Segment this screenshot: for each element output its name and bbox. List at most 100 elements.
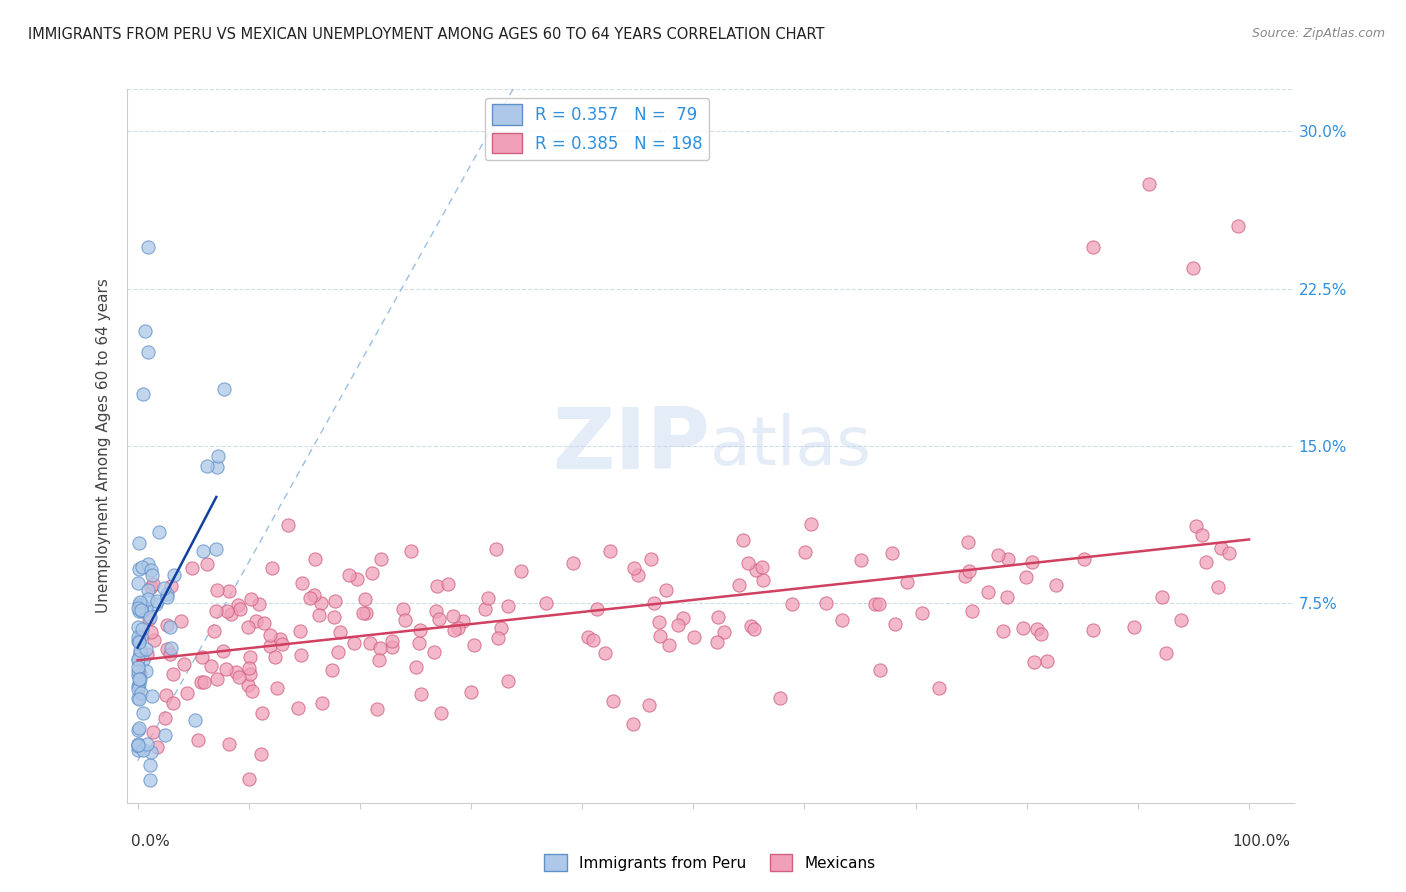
Point bbox=[270, 637, 292, 651]
Point bbox=[425, 579, 447, 593]
Point bbox=[128, 667, 150, 681]
Point bbox=[136, 582, 159, 597]
Point bbox=[800, 516, 823, 531]
Point bbox=[997, 552, 1019, 566]
Point bbox=[995, 591, 1018, 605]
Point bbox=[287, 700, 309, 714]
Point bbox=[1182, 260, 1205, 275]
Point bbox=[142, 724, 165, 739]
Point bbox=[129, 672, 152, 686]
Point bbox=[658, 639, 681, 653]
Point bbox=[430, 706, 453, 720]
Point bbox=[321, 664, 343, 678]
Point bbox=[602, 694, 624, 708]
Point bbox=[169, 614, 191, 628]
Point bbox=[441, 609, 464, 624]
Point bbox=[576, 630, 599, 644]
Point bbox=[128, 647, 150, 661]
Point bbox=[896, 575, 918, 590]
Point bbox=[423, 644, 446, 658]
Point bbox=[238, 677, 260, 691]
Point bbox=[128, 561, 150, 575]
Point bbox=[128, 642, 150, 657]
Point bbox=[882, 546, 904, 560]
Text: ZIP: ZIP bbox=[553, 404, 710, 488]
Point bbox=[127, 723, 149, 738]
Point bbox=[156, 586, 179, 600]
Point bbox=[127, 739, 149, 753]
Point bbox=[928, 681, 950, 695]
Point bbox=[498, 599, 520, 613]
Point bbox=[648, 629, 671, 643]
Point bbox=[991, 624, 1014, 638]
Text: 100.0%: 100.0% bbox=[1233, 834, 1291, 849]
Point bbox=[1083, 239, 1105, 253]
Point bbox=[162, 696, 184, 710]
Point bbox=[655, 582, 678, 597]
Point bbox=[135, 664, 157, 678]
Point bbox=[195, 558, 218, 572]
Point bbox=[212, 382, 235, 396]
Point bbox=[593, 646, 616, 660]
Point bbox=[291, 575, 314, 590]
Point bbox=[156, 642, 179, 657]
Point bbox=[304, 552, 326, 566]
Point bbox=[129, 595, 152, 609]
Point bbox=[153, 581, 176, 595]
Point bbox=[682, 630, 704, 644]
Point bbox=[1031, 627, 1053, 641]
Point bbox=[226, 598, 249, 612]
Point bbox=[751, 573, 773, 587]
Point bbox=[219, 607, 242, 622]
Point bbox=[621, 717, 644, 731]
Point bbox=[159, 620, 181, 634]
Point bbox=[142, 576, 165, 591]
Point bbox=[153, 711, 176, 725]
Point bbox=[399, 543, 422, 558]
Point bbox=[139, 580, 162, 594]
Point bbox=[134, 324, 156, 338]
Point bbox=[128, 672, 150, 686]
Point bbox=[411, 687, 433, 701]
Point bbox=[129, 603, 152, 617]
Point bbox=[132, 386, 155, 401]
Point bbox=[238, 620, 260, 634]
Point bbox=[269, 632, 291, 646]
Point bbox=[205, 459, 228, 474]
Point bbox=[356, 606, 378, 620]
Point bbox=[408, 636, 430, 650]
Y-axis label: Unemployment Among Ages 60 to 64 years: Unemployment Among Ages 60 to 64 years bbox=[96, 278, 111, 614]
Point bbox=[190, 675, 212, 690]
Point bbox=[229, 602, 252, 616]
Point bbox=[128, 536, 150, 550]
Point bbox=[288, 624, 311, 638]
Point bbox=[131, 599, 153, 613]
Point bbox=[447, 621, 470, 635]
Point bbox=[163, 567, 186, 582]
Point bbox=[136, 647, 159, 661]
Point bbox=[976, 585, 998, 599]
Point bbox=[451, 615, 474, 629]
Point bbox=[869, 663, 891, 677]
Point bbox=[353, 591, 375, 606]
Point bbox=[139, 772, 162, 787]
Point bbox=[187, 733, 209, 747]
Point bbox=[263, 650, 285, 665]
Point bbox=[510, 564, 533, 578]
Point bbox=[131, 622, 153, 636]
Text: IMMIGRANTS FROM PERU VS MEXICAN UNEMPLOYMENT AMONG AGES 60 TO 64 YEARS CORRELATI: IMMIGRANTS FROM PERU VS MEXICAN UNEMPLOY… bbox=[28, 27, 825, 42]
Point bbox=[139, 757, 162, 772]
Point bbox=[1026, 622, 1049, 636]
Point bbox=[200, 659, 222, 673]
Point bbox=[127, 653, 149, 667]
Point bbox=[136, 557, 159, 571]
Point bbox=[129, 629, 152, 643]
Point bbox=[391, 601, 413, 615]
Text: Source: ZipAtlas.com: Source: ZipAtlas.com bbox=[1251, 27, 1385, 40]
Point bbox=[1035, 654, 1057, 668]
Point bbox=[643, 596, 665, 610]
Point bbox=[425, 604, 447, 618]
Point bbox=[534, 596, 557, 610]
Point bbox=[366, 702, 388, 716]
Point bbox=[648, 615, 671, 629]
